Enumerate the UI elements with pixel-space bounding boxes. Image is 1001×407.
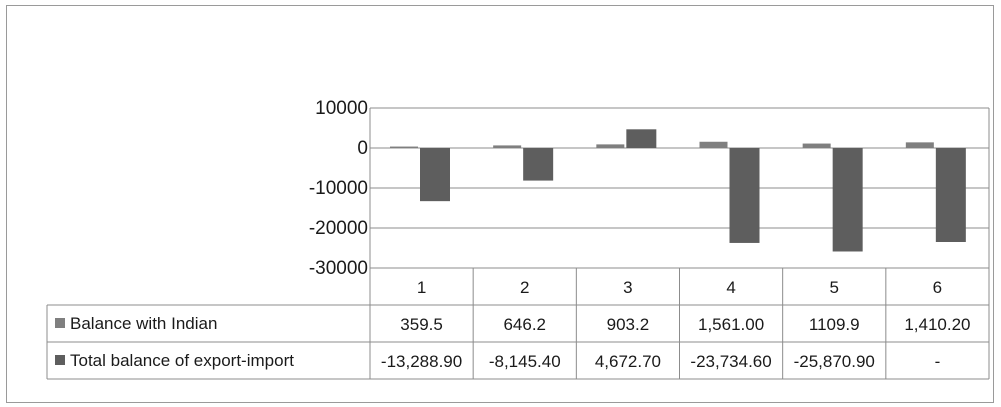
data-table-value: 903.2 [607,315,650,334]
bar-balance-indian [493,145,522,148]
bar-total-balance [626,129,657,148]
bar-balance-indian [905,142,934,148]
data-table-value: 646.2 [503,315,546,334]
bar-balance-indian [802,143,831,148]
data-table-value: - [935,352,941,371]
legend-label: Balance with Indian [70,314,217,333]
bar-total-balance [729,148,760,243]
legend-key [55,355,65,365]
y-tick-label: -30000 [309,258,368,279]
data-table-value: -13,288.90 [381,352,462,371]
bar-balance-indian [390,146,418,148]
category-label: 1 [417,278,426,297]
bar-chart: 10000 0 -10000 -20000 -30000 1 2 3 4 5 6 Balance wi… [46,98,990,380]
legend-key [55,318,65,328]
data-table-value: 359.5 [400,315,443,334]
category-label: 2 [520,278,529,297]
data-table-value: 1109.9 [809,315,860,334]
bar-total-balance [832,148,863,252]
data-table-value: 1,561.00 [698,315,764,334]
y-tick-label: -20000 [309,218,368,239]
data-table-value: 4,672.70 [595,352,661,371]
y-tick-label: -10000 [309,178,368,199]
data-table-value: -8,145.40 [489,352,561,371]
category-label: 6 [933,278,942,297]
bar-total-balance [420,148,450,202]
y-tick-label: 0 [357,138,368,159]
legend-label: Total balance of export-import [70,351,294,370]
bar-total-balance [523,148,554,181]
category-label: 3 [623,278,632,297]
bar-balance-indian [596,144,625,148]
bar-total-balance [935,148,966,242]
y-tick-label: 10000 [315,98,368,119]
data-table-value: -25,870.90 [794,352,875,371]
category-label: 5 [830,278,839,297]
chart-frame: 10000 0 -10000 -20000 -30000 1 2 3 4 5 6 Balance wi… [6,5,994,403]
data-table-value: -23,734.60 [690,352,771,371]
category-label: 4 [726,278,735,297]
data-table-value: 1,410.20 [904,315,970,334]
bar-balance-indian [699,141,728,148]
